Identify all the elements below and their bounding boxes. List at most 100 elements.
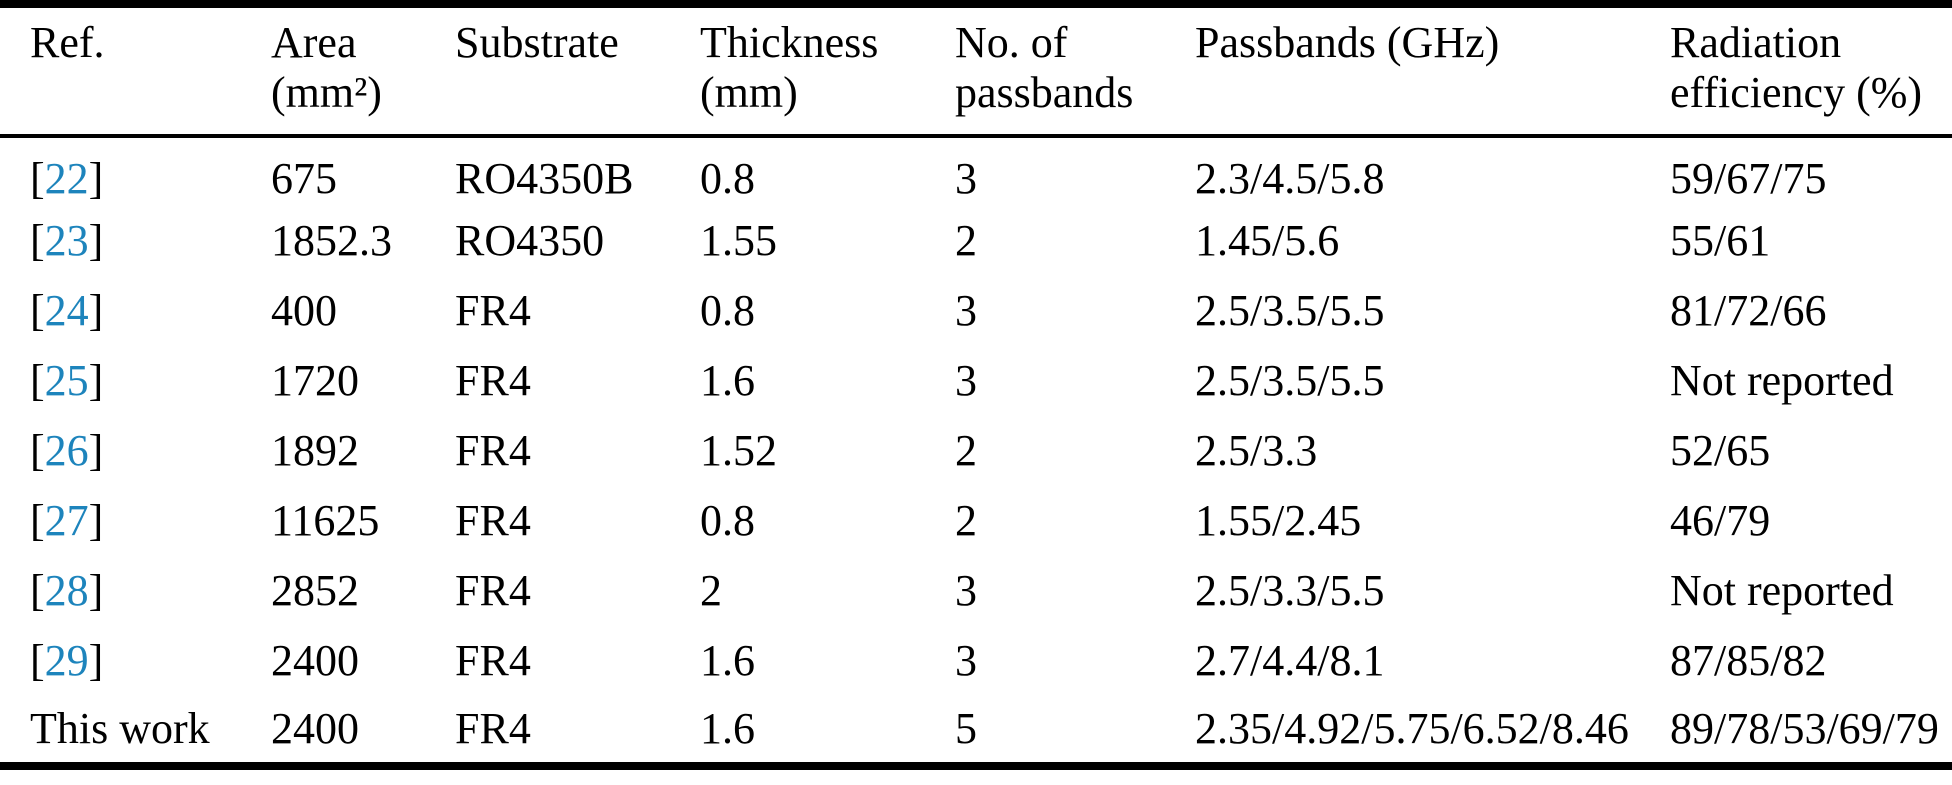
- col-header-thickness: Thickness (mm): [670, 4, 925, 138]
- cell-num-passbands: 2: [955, 496, 977, 545]
- header-text: (mm²): [271, 68, 382, 117]
- col-header-radiation-efficiency: Radiation efficiency (%): [1640, 4, 1952, 138]
- cell-passbands: 2.5/3.5/5.5: [1195, 356, 1385, 405]
- ref-citation-link[interactable]: 25: [44, 356, 89, 405]
- cell-ref: [22]: [0, 136, 241, 206]
- cell-substrate: FR4: [455, 636, 531, 685]
- cell-passbands: 2.5/3.5/5.5: [1195, 286, 1385, 335]
- ref-text: [: [30, 286, 45, 335]
- cell-area: 11625: [271, 496, 380, 545]
- cell-thickness: 1.6: [700, 356, 755, 405]
- cell-efficiency: Not reported: [1670, 566, 1894, 615]
- header-text: efficiency (%): [1670, 68, 1923, 117]
- cell-substrate: FR4: [455, 426, 531, 475]
- header-text: Thickness: [700, 18, 879, 67]
- cell-num-passbands: 5: [955, 704, 977, 753]
- table-body: [22] 675 RO4350B 0.8 3 2.3/4.5/5.8 59/67…: [0, 136, 1952, 766]
- ref-text: ]: [88, 356, 104, 405]
- cell-num-passbands: 3: [955, 356, 977, 405]
- cell-area: 1892: [271, 426, 359, 475]
- ref-citation-link[interactable]: 28: [44, 566, 89, 615]
- cell-substrate: FR4: [455, 286, 531, 335]
- cell-substrate: FR4: [455, 704, 531, 753]
- header-text: Ref.: [30, 18, 105, 67]
- cell-thickness: 0.8: [700, 154, 755, 203]
- cell-ref: [25]: [0, 346, 241, 416]
- cell-thickness: 1.55: [700, 216, 777, 265]
- header-text: [455, 68, 670, 118]
- table-row: [26] 1892 FR4 1.52 2 2.5/3.3 52/65: [0, 416, 1952, 486]
- cell-ref: [24]: [0, 276, 241, 346]
- ref-text: [: [30, 636, 45, 685]
- header-row: Ref. Area (mm²) Substrate Thickness (mm)…: [0, 4, 1952, 138]
- cell-passbands: 1.45/5.6: [1195, 216, 1340, 265]
- header-text: passbands: [955, 68, 1134, 117]
- cell-ref: [26]: [0, 416, 241, 486]
- cell-efficiency: 52/65: [1670, 426, 1771, 475]
- cell-ref: [29]: [0, 626, 241, 696]
- cell-passbands: 2.3/4.5/5.8: [1195, 154, 1385, 203]
- cell-area: 1720: [271, 356, 359, 405]
- ref-citation-link[interactable]: 26: [44, 426, 89, 475]
- cell-efficiency: 81/72/66: [1670, 286, 1827, 335]
- ref-text: ]: [88, 636, 104, 685]
- cell-passbands: 1.55/2.45: [1195, 496, 1362, 545]
- header-text: Area: [271, 18, 357, 67]
- cell-num-passbands: 3: [955, 566, 977, 615]
- cell-passbands: 2.5/3.3: [1195, 426, 1318, 475]
- cell-ref: [27]: [0, 486, 241, 556]
- cell-area: 2400: [271, 636, 359, 685]
- cell-efficiency: 89/78/53/69/79: [1670, 704, 1939, 753]
- table-row: [24] 400 FR4 0.8 3 2.5/3.5/5.5 81/72/66: [0, 276, 1952, 346]
- cell-substrate: FR4: [455, 496, 531, 545]
- cell-substrate: RO4350B: [455, 154, 634, 203]
- ref-text: ]: [88, 154, 104, 203]
- cell-thickness: 1.6: [700, 636, 755, 685]
- ref-citation-link[interactable]: 29: [44, 636, 89, 685]
- header-text: (mm): [700, 68, 798, 117]
- table-header: Ref. Area (mm²) Substrate Thickness (mm)…: [0, 4, 1952, 138]
- header-text: Passbands (GHz): [1195, 18, 1500, 67]
- col-header-ref: Ref.: [0, 4, 241, 138]
- col-header-substrate: Substrate: [425, 4, 670, 138]
- col-header-area: Area (mm²): [241, 4, 425, 138]
- ref-citation-link[interactable]: 22: [44, 154, 89, 203]
- header-text: Substrate: [455, 18, 619, 67]
- header-text: [1195, 68, 1640, 118]
- ref-text: ]: [88, 286, 104, 335]
- header-text: Radiation: [1670, 18, 1842, 67]
- table-row: [28] 2852 FR4 2 3 2.5/3.3/5.5 Not report…: [0, 556, 1952, 626]
- cell-ref: [28]: [0, 556, 241, 626]
- ref-citation-link[interactable]: 24: [44, 286, 89, 335]
- table-row: [23] 1852.3 RO4350 1.55 2 1.45/5.6 55/61: [0, 206, 1952, 276]
- table-row: This work 2400 FR4 1.6 5 2.35/4.92/5.75/…: [0, 696, 1952, 766]
- cell-efficiency: 87/85/82: [1670, 636, 1827, 685]
- cell-ref: This work: [0, 696, 241, 766]
- cell-area: 2852: [271, 566, 359, 615]
- ref-text: ]: [88, 496, 104, 545]
- cell-num-passbands: 3: [955, 286, 977, 335]
- ref-citation-link[interactable]: 23: [44, 216, 89, 265]
- ref-text: ]: [88, 426, 104, 475]
- ref-text: [: [30, 216, 45, 265]
- cell-ref: [23]: [0, 206, 241, 276]
- ref-text: ]: [88, 566, 104, 615]
- cell-efficiency: 59/67/75: [1670, 154, 1827, 203]
- cell-thickness: 0.8: [700, 286, 755, 335]
- ref-citation-link[interactable]: 27: [44, 496, 89, 545]
- cell-passbands: 2.5/3.3/5.5: [1195, 566, 1385, 615]
- cell-thickness: 1.52: [700, 426, 777, 475]
- cell-area: 2400: [271, 704, 359, 753]
- cell-area: 400: [271, 286, 337, 335]
- cell-num-passbands: 2: [955, 216, 977, 265]
- cell-efficiency: 55/61: [1670, 216, 1771, 265]
- cell-num-passbands: 2: [955, 426, 977, 475]
- ref-text: [: [30, 426, 45, 475]
- ref-text: [: [30, 496, 45, 545]
- cell-substrate: FR4: [455, 356, 531, 405]
- cell-efficiency: Not reported: [1670, 356, 1894, 405]
- cell-substrate: RO4350: [455, 216, 605, 265]
- cell-thickness: 0.8: [700, 496, 755, 545]
